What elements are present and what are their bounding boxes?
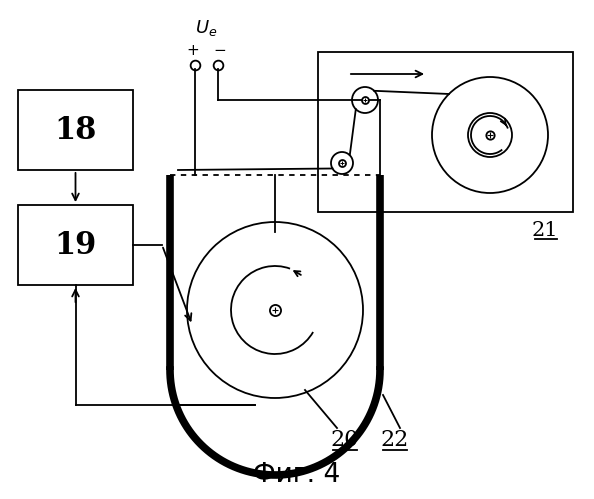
- Text: 21: 21: [532, 221, 558, 240]
- Text: 18: 18: [54, 114, 97, 146]
- Bar: [18, 90, 133, 170]
- Text: −: −: [214, 42, 226, 57]
- Text: 22: 22: [381, 429, 409, 451]
- Text: $U_\mathit{e}$: $U_\mathit{e}$: [195, 18, 217, 38]
- Bar: [18, 205, 133, 285]
- Text: +: +: [187, 42, 200, 57]
- Text: 20: 20: [331, 429, 359, 451]
- Text: 19: 19: [55, 230, 97, 260]
- Bar: [318, 52, 573, 212]
- Text: Фиг. 4: Фиг. 4: [254, 462, 340, 488]
